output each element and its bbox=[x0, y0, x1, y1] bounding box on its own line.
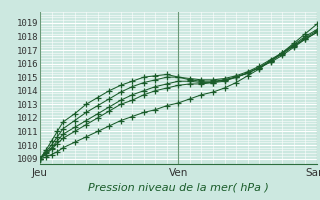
X-axis label: Pression niveau de la mer( hPa ): Pression niveau de la mer( hPa ) bbox=[88, 182, 269, 192]
